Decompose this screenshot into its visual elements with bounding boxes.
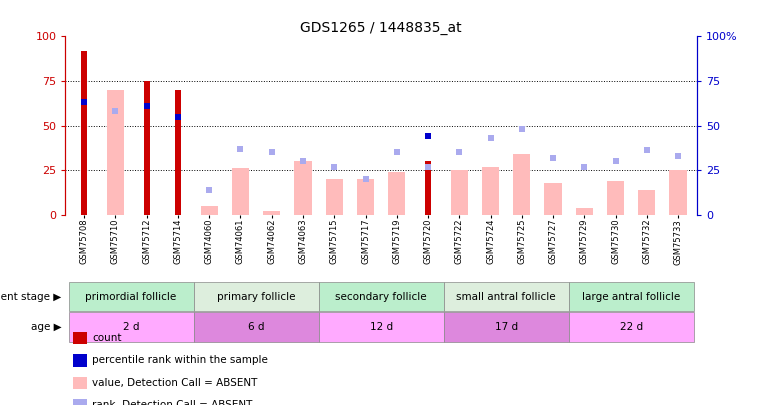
Bar	[193, 313, 319, 342]
Bar	[82, 51, 87, 215]
Bar	[193, 282, 319, 311]
Text: primordial follicle: primordial follicle	[85, 292, 177, 302]
Text: small antral follicle: small antral follicle	[457, 292, 556, 302]
Bar	[607, 181, 624, 215]
Bar	[69, 313, 193, 342]
Text: development stage ▶: development stage ▶	[0, 292, 62, 302]
Text: primary follicle: primary follicle	[217, 292, 296, 302]
Bar	[638, 190, 655, 215]
Text: large antral follicle: large antral follicle	[582, 292, 681, 302]
Text: 22 d: 22 d	[620, 322, 643, 332]
Bar	[175, 90, 181, 215]
Bar	[669, 170, 687, 215]
Bar	[544, 183, 561, 215]
Bar	[144, 81, 149, 215]
Bar	[482, 166, 499, 215]
Text: age ▶: age ▶	[31, 322, 62, 332]
Bar	[294, 161, 312, 215]
Bar	[357, 179, 374, 215]
Bar	[514, 154, 531, 215]
Bar	[576, 207, 593, 215]
Text: percentile rank within the sample: percentile rank within the sample	[92, 356, 268, 365]
Bar	[569, 282, 694, 311]
Bar	[201, 206, 218, 215]
Bar	[232, 168, 249, 215]
Bar	[450, 170, 468, 215]
Text: count: count	[92, 333, 122, 343]
Text: value, Detection Call = ABSENT: value, Detection Call = ABSENT	[92, 378, 258, 388]
Text: 2 d: 2 d	[123, 322, 139, 332]
Bar	[69, 282, 193, 311]
Bar	[388, 172, 405, 215]
Bar	[444, 282, 569, 311]
Text: rank, Detection Call = ABSENT: rank, Detection Call = ABSENT	[92, 400, 253, 405]
Bar	[107, 90, 124, 215]
Bar	[569, 313, 694, 342]
Text: 12 d: 12 d	[370, 322, 393, 332]
Bar	[263, 211, 280, 215]
Title: GDS1265 / 1448835_at: GDS1265 / 1448835_at	[300, 21, 462, 35]
Bar	[425, 161, 431, 215]
Bar	[319, 282, 444, 311]
Text: 6 d: 6 d	[248, 322, 264, 332]
Bar	[444, 313, 569, 342]
Bar	[319, 313, 444, 342]
Text: secondary follicle: secondary follicle	[336, 292, 427, 302]
Bar	[326, 179, 343, 215]
Text: 17 d: 17 d	[494, 322, 517, 332]
